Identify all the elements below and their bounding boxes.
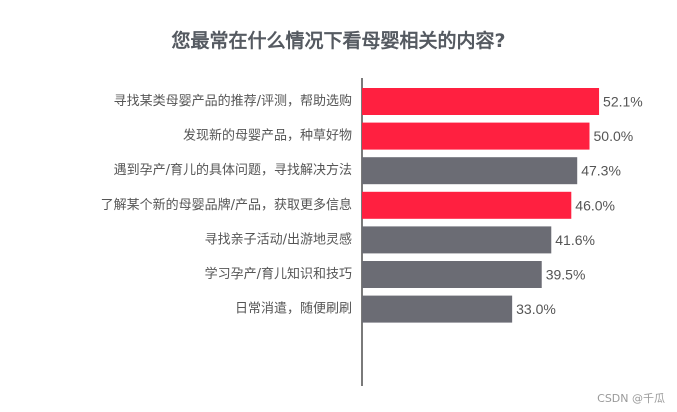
value-label: 52.1% — [603, 94, 643, 110]
watermark: CSDN @千瓜 — [597, 392, 665, 405]
category-label: 学习孕产/育儿知识和技巧 — [205, 266, 352, 282]
value-label: 41.6% — [555, 232, 595, 248]
bar — [362, 191, 572, 219]
bar — [362, 122, 590, 150]
category-label: 日常消遣，随便刷刷 — [235, 302, 352, 317]
value-label: 46.0% — [575, 197, 615, 213]
chart-title: 您最常在什么情况下看母婴相关的内容? — [171, 30, 506, 52]
bar — [362, 295, 513, 323]
category-label: 了解某个新的母婴品牌/产品，获取更多信息 — [101, 197, 352, 213]
bar — [362, 157, 578, 185]
value-label: 33.0% — [516, 301, 556, 317]
category-label: 发现新的母婴产品，种草好物 — [183, 128, 352, 144]
category-label: 寻找亲子活动/出游地灵感 — [205, 231, 352, 247]
category-label: 寻找某类母婴产品的推荐/评测，帮助选购 — [114, 93, 352, 109]
category-label: 遇到孕产/育儿的具体问题，寻找解决方法 — [114, 162, 352, 178]
value-label: 39.5% — [546, 267, 586, 283]
bar — [362, 261, 542, 288]
bar — [362, 226, 552, 254]
value-label: 50.0% — [594, 128, 634, 144]
bar — [362, 88, 600, 115]
value-label: 47.3% — [581, 163, 621, 179]
